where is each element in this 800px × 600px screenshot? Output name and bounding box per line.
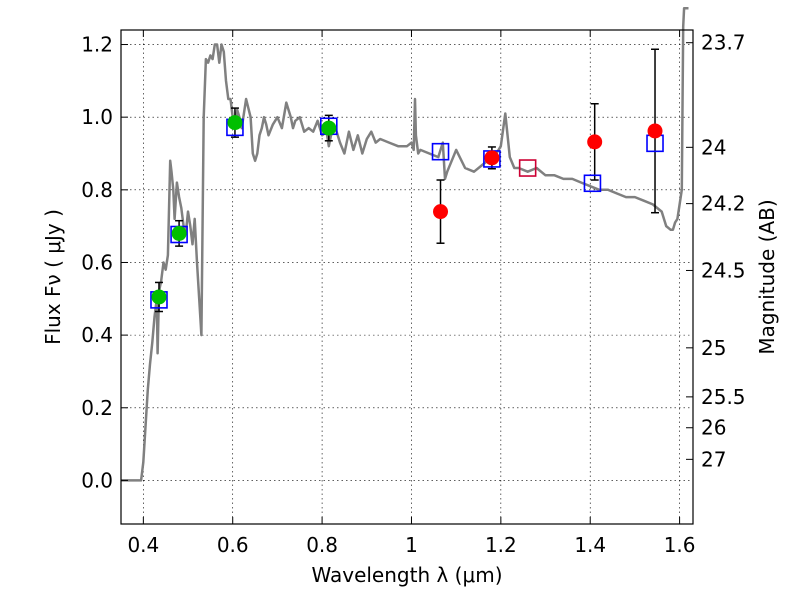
- y-tick-label: 1.2: [81, 33, 113, 57]
- right-tick-label: 25: [701, 336, 726, 360]
- data-point: [484, 150, 500, 166]
- data-point: [587, 134, 603, 150]
- x-tick-label: 1.4: [574, 533, 606, 557]
- x-tick-label: 1: [405, 533, 418, 557]
- y-axis-title: Flux Fν ( μJy ): [41, 209, 65, 345]
- x-tick-label: 0.6: [217, 533, 249, 557]
- right-tick-label: 24.2: [701, 192, 746, 216]
- model-square: [518, 159, 537, 177]
- y-tick-label: 0.6: [81, 250, 113, 274]
- data-point: [321, 120, 337, 136]
- y-tick-label: 0.4: [81, 323, 113, 347]
- y-tick-label: 0.2: [81, 396, 113, 420]
- data-point: [433, 204, 449, 220]
- right-axis-title: Magnitude (AB): [755, 199, 779, 354]
- y-tick-label: 0.0: [81, 468, 113, 492]
- data-point: [171, 225, 187, 241]
- point-layer: [151, 115, 663, 305]
- right-tick-label: 24: [701, 135, 726, 159]
- x-axis-title: Wavelength λ (μm): [311, 563, 502, 587]
- data-point: [227, 115, 243, 131]
- data-point: [151, 289, 167, 305]
- model-square: [431, 142, 450, 161]
- y-tick-label: 0.8: [81, 178, 113, 202]
- right-tick-label: 27: [701, 447, 726, 471]
- right-tick-label: 24.5: [701, 258, 746, 282]
- right-tick-label: 26: [701, 416, 726, 440]
- data-point: [647, 123, 663, 139]
- x-tick-label: 0.4: [127, 533, 159, 557]
- ticks: [121, 30, 693, 524]
- tick-labels: 0.4 0.6 0.8 1 1.2 1.4 1.6 0.0 0.2 0.4 0.6 0.8 1.0 1.2…: [81, 31, 745, 557]
- plot-area: [121, 30, 693, 524]
- model-square: [583, 174, 602, 193]
- right-tick-label: 23.7: [701, 31, 746, 55]
- x-tick-label: 1.2: [485, 533, 517, 557]
- x-tick-label: 0.8: [306, 533, 338, 557]
- y-tick-label: 1.0: [81, 105, 113, 129]
- x-tick-label: 1.6: [664, 533, 696, 557]
- right-tick-label: 25.5: [701, 385, 746, 409]
- plot-frame: [120, 29, 694, 525]
